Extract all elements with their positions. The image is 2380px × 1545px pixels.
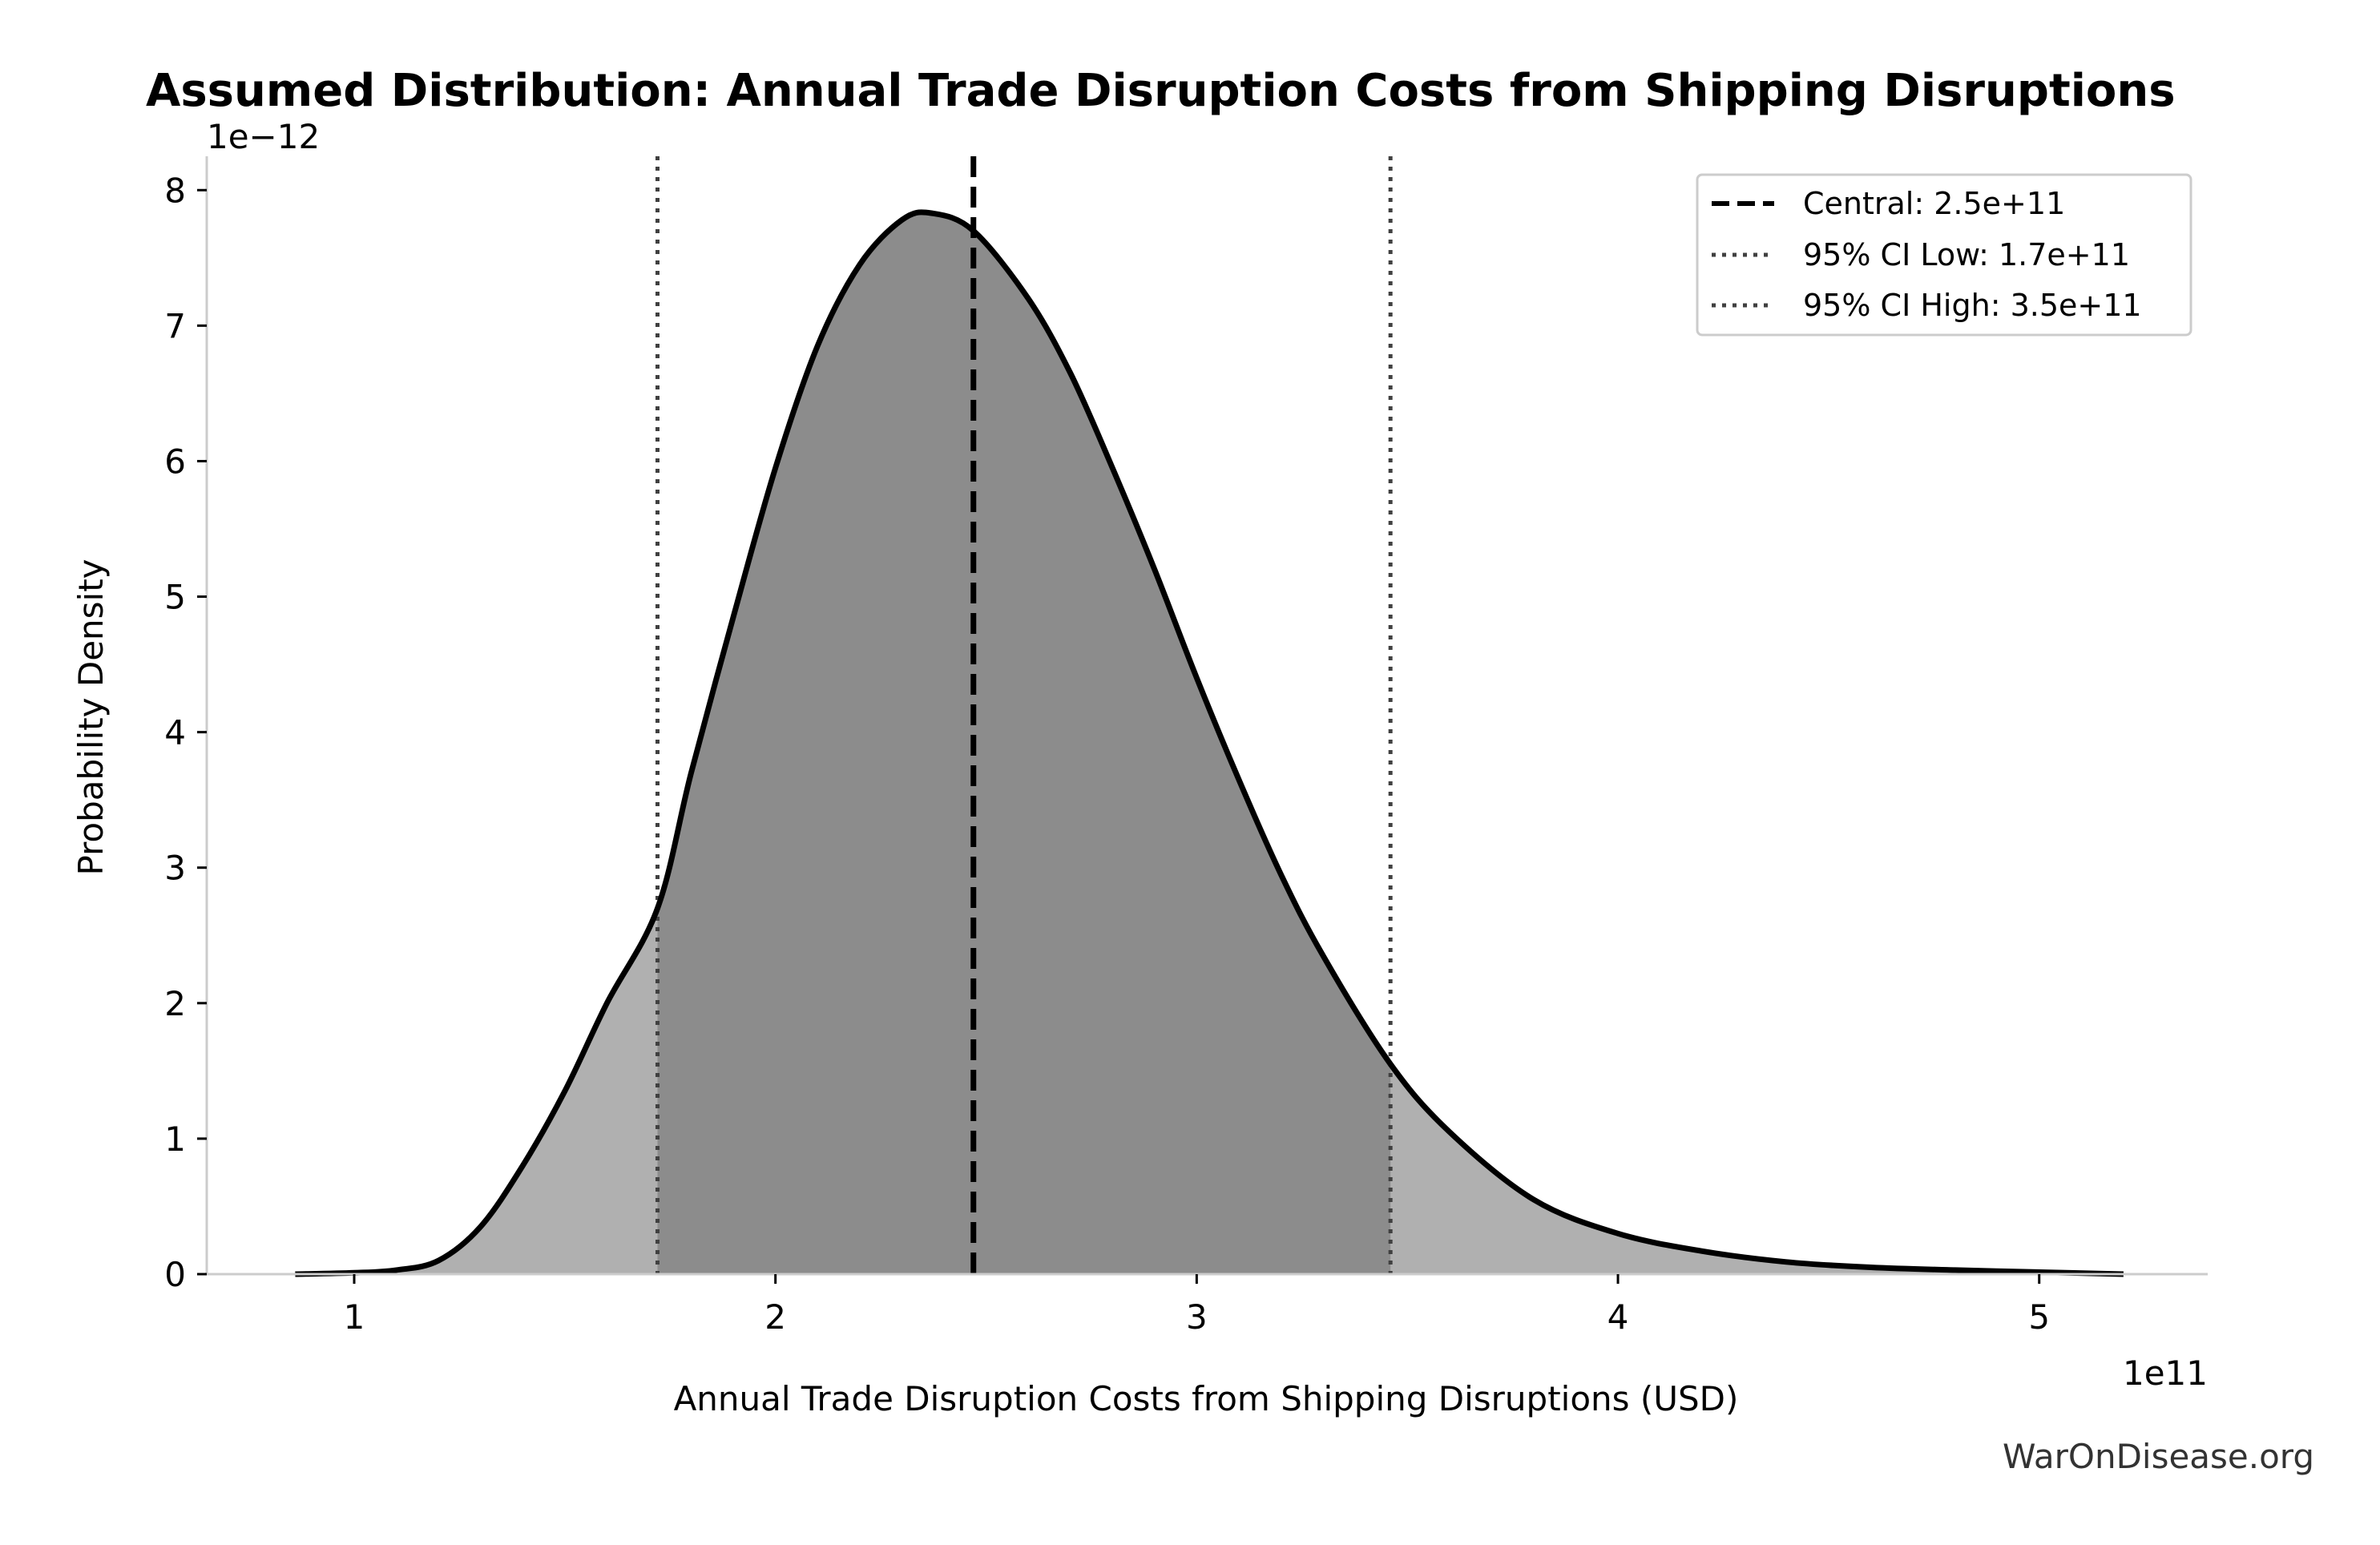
x-tick-label: 1 xyxy=(344,1297,365,1337)
y-offset-label: 1e−12 xyxy=(207,117,320,156)
y-axis-label: Probability Density xyxy=(71,559,111,875)
legend-ci-high-label: 95% CI High: 3.5e+11 xyxy=(1803,288,2142,323)
ci-area xyxy=(657,212,1391,1274)
legend-central-label: Central: 2.5e+11 xyxy=(1803,186,2065,221)
y-tick-label: 3 xyxy=(164,849,186,888)
y-tick-label: 7 xyxy=(164,306,186,345)
y-tick-label: 0 xyxy=(164,1255,186,1294)
y-tick-label: 2 xyxy=(164,984,186,1023)
x-axis-label: Annual Trade Disruption Costs from Shipp… xyxy=(674,1379,1739,1418)
x-offset-label: 1e11 xyxy=(2123,1353,2208,1393)
y-tick-label: 6 xyxy=(164,442,186,481)
y-tick-label: 5 xyxy=(164,578,186,617)
x-tick-label: 5 xyxy=(2028,1297,2050,1337)
x-tick-label: 2 xyxy=(764,1297,786,1337)
y-tick-label: 1 xyxy=(164,1119,186,1159)
legend-frame xyxy=(1696,173,2192,337)
chart-title: Assumed Distribution: Annual Trade Disru… xyxy=(146,65,2176,117)
legend-ci-low-label: 95% CI Low: 1.7e+11 xyxy=(1803,237,2130,272)
x-axis-ticks: 1 2 3 4 5 xyxy=(344,1274,2050,1337)
y-axis-ticks: 0 1 2 3 4 5 6 7 8 xyxy=(164,171,207,1294)
legend: Central: 2.5e+11 95% CI Low: 1.7e+11 95%… xyxy=(1696,173,2192,337)
x-tick-label: 3 xyxy=(1186,1297,1208,1337)
density-curve xyxy=(295,209,2124,1277)
plot-area xyxy=(295,156,2124,1277)
y-tick-label: 4 xyxy=(164,713,186,752)
x-tick-label: 4 xyxy=(1608,1297,1629,1337)
y-tick-label: 8 xyxy=(164,171,186,210)
watermark: WarOnDisease.org xyxy=(2003,1437,2314,1476)
